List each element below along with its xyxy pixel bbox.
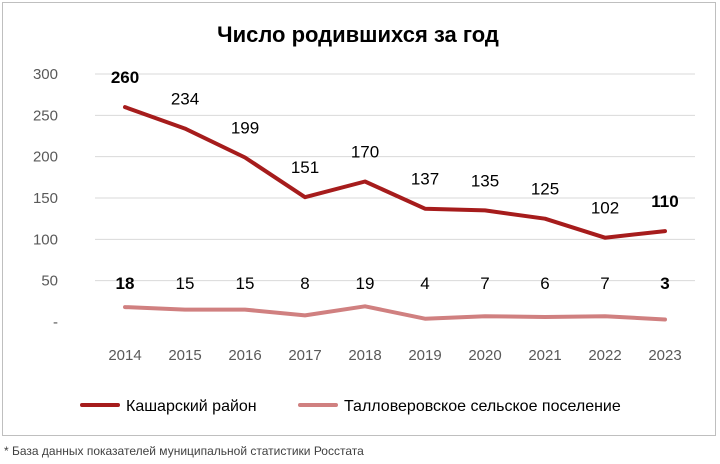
data-label: 151 xyxy=(291,158,319,177)
data-label: 15 xyxy=(236,274,255,293)
data-label: 7 xyxy=(600,274,609,293)
y-tick-label: 100 xyxy=(33,231,58,248)
data-label: 234 xyxy=(171,90,199,109)
x-tick-label: 2019 xyxy=(408,347,441,364)
x-tick-label: 2014 xyxy=(108,347,141,364)
data-label: 4 xyxy=(420,274,429,293)
x-tick-label: 2018 xyxy=(348,347,381,364)
data-label: 15 xyxy=(176,274,195,293)
series-line-1 xyxy=(123,304,667,322)
data-label: 199 xyxy=(231,118,259,137)
y-tick-label: 150 xyxy=(33,190,58,207)
y-tick-label: 50 xyxy=(41,273,58,290)
x-tick-label: 2022 xyxy=(588,347,621,364)
legend-label: Талловеровское сельское поселение xyxy=(344,398,621,415)
footnote: * База данных показателей муниципальной … xyxy=(4,444,364,458)
data-label: 7 xyxy=(480,274,489,293)
series-line-0 xyxy=(123,105,667,240)
y-tick-label: 300 xyxy=(33,66,58,83)
data-label: 6 xyxy=(540,274,549,293)
data-label: 3 xyxy=(660,274,669,293)
data-label: 19 xyxy=(356,274,375,293)
data-label: 102 xyxy=(591,199,619,218)
data-label: 110 xyxy=(651,192,678,211)
y-tick-label: 200 xyxy=(33,149,58,166)
x-tick-label: 2016 xyxy=(228,347,261,364)
y-tick-label: - xyxy=(53,314,58,331)
line-chart: Число родившихся за год - 50 100 150 200 250 3… xyxy=(33,22,695,415)
y-tick-label: 250 xyxy=(33,107,58,124)
data-label: 135 xyxy=(471,171,499,190)
data-label: 170 xyxy=(351,142,379,161)
data-label: 137 xyxy=(411,170,439,189)
data-label: 18 xyxy=(116,274,135,293)
legend-label: Кашарский район xyxy=(126,398,257,415)
x-tick-label: 2023 xyxy=(648,347,681,364)
x-tick-label: 2021 xyxy=(528,347,561,364)
x-tick-label: 2015 xyxy=(168,347,201,364)
data-label: 260 xyxy=(111,68,139,87)
data-label: 125 xyxy=(531,180,559,199)
chart-title: Число родившихся за год xyxy=(217,22,499,47)
x-tick-label: 2017 xyxy=(288,347,321,364)
x-tick-label: 2020 xyxy=(468,347,501,364)
data-label: 8 xyxy=(300,274,309,293)
